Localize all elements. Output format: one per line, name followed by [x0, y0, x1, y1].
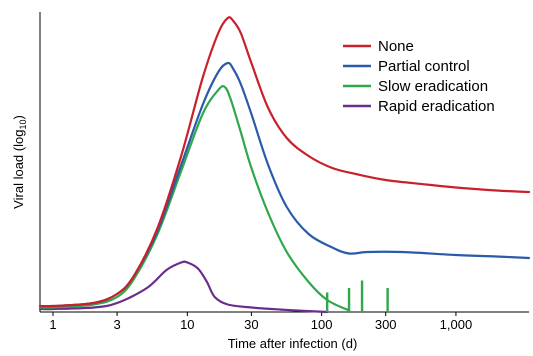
x-tick-label: 30: [244, 317, 258, 332]
x-axis-label: Time after infection (d): [228, 336, 358, 351]
x-tick-label: 100: [311, 317, 333, 332]
series-line-slow-eradication: [38, 85, 351, 312]
x-tick-label: 3: [113, 317, 120, 332]
series-line-none: [38, 16, 531, 308]
legend-label-none: None: [378, 38, 414, 55]
x-tick-label: 1: [49, 317, 56, 332]
legend-label-slow-eradication: Slow eradication: [378, 78, 488, 95]
y-axis-label-main: Viral load (log: [11, 130, 26, 209]
x-tick-label: 1,000: [440, 317, 473, 332]
y-axis-label: Viral load (log10): [11, 115, 28, 209]
legend-label-rapid-eradication: Rapid eradication: [378, 98, 495, 115]
legend: None Partial control Slow eradication Rapid…: [343, 38, 495, 115]
series-group: [38, 16, 531, 314]
y-axis-label-end: ): [11, 115, 26, 119]
y-axis-label-subscript: 10: [18, 120, 28, 130]
axes: [39, 12, 529, 313]
series-line-rapid-eradication: [38, 260, 329, 314]
x-tick-label: 10: [180, 317, 194, 332]
legend-label-partial-control: Partial control: [378, 58, 470, 75]
x-tick-group: 1 3 10 30 100 300 1,000: [49, 312, 472, 332]
x-tick-label: 300: [375, 317, 397, 332]
